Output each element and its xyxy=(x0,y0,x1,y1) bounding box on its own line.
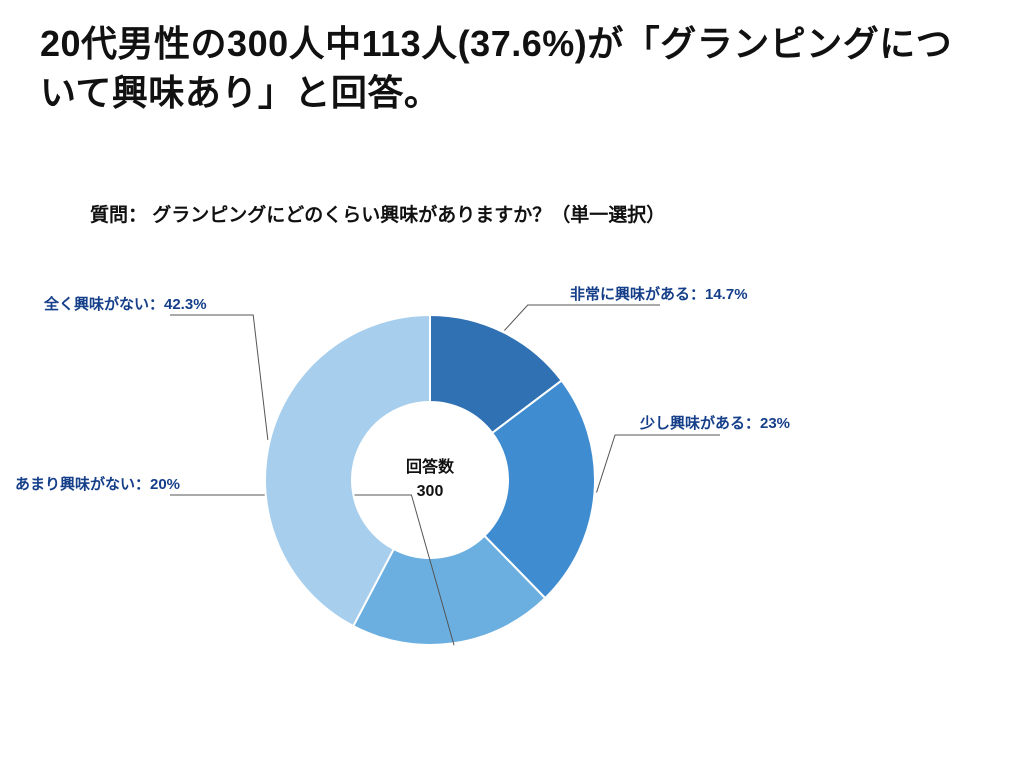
page-title: 20代男性の300人中113人(37.6%)が「グランピングについて興味あり」と… xyxy=(40,20,984,117)
slice-label: 非常に興味がある：14.7% xyxy=(570,283,748,304)
center-label-top: 回答数 xyxy=(406,456,454,480)
leader-line xyxy=(504,305,660,330)
leader-line xyxy=(170,315,268,440)
chart-center-label: 回答数 300 xyxy=(406,456,454,504)
donut-svg xyxy=(0,260,1024,760)
question-text: 質問： グランピングにどのくらい興味がありますか？（単一選択） xyxy=(90,200,665,227)
center-label-bottom: 300 xyxy=(406,480,454,504)
slice-label: あまり興味がない：20% xyxy=(15,473,180,494)
slice-label: 全く興味がない：42.3% xyxy=(44,293,207,314)
leader-line xyxy=(597,435,720,493)
slice-label: 少し興味がある：23% xyxy=(640,412,790,433)
donut-chart: 回答数 300 非常に興味がある：14.7% 少し興味がある：23% あまり興味がな… xyxy=(0,260,1024,760)
